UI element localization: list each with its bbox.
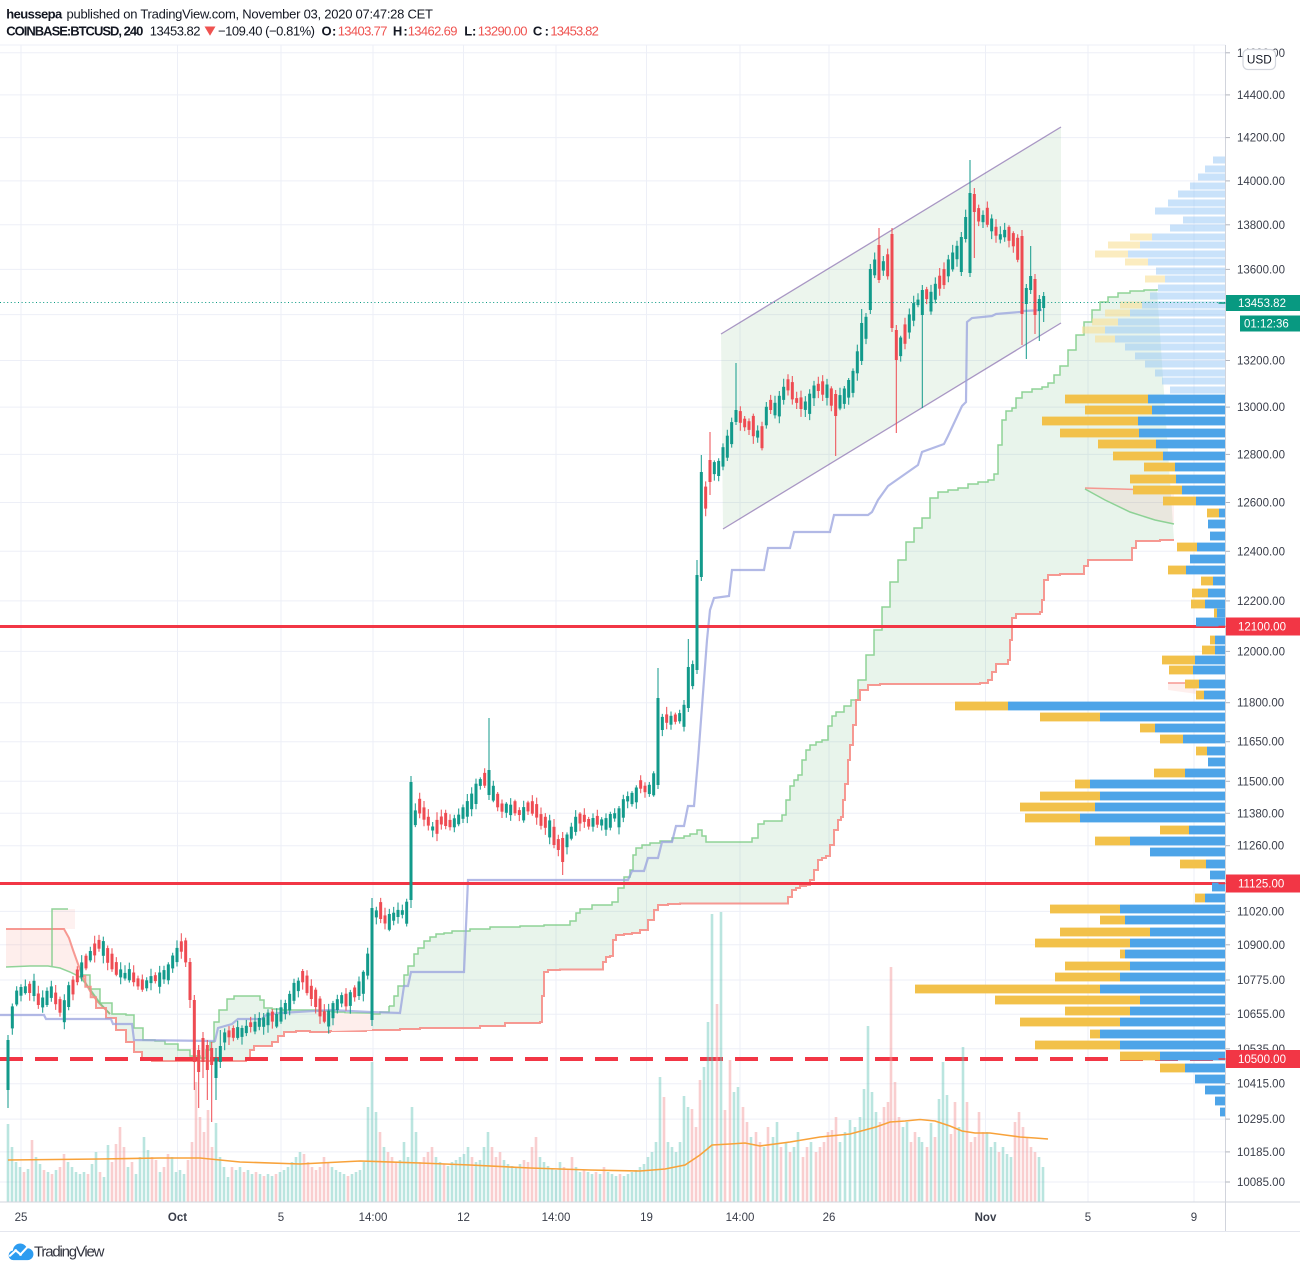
svg-text:5: 5 bbox=[1085, 1212, 1091, 1224]
svg-text:14:00: 14:00 bbox=[542, 1212, 571, 1224]
svg-text:14400.00: 14400.00 bbox=[1237, 90, 1285, 102]
svg-text:12600.00: 12600.00 bbox=[1237, 498, 1285, 510]
svg-text:Nov: Nov bbox=[975, 1212, 997, 1224]
svg-text:14000.00: 14000.00 bbox=[1237, 176, 1285, 188]
svg-text:12100.00: 12100.00 bbox=[1238, 622, 1286, 634]
svg-text:9: 9 bbox=[1191, 1212, 1197, 1224]
svg-text:10085.00: 10085.00 bbox=[1237, 1177, 1285, 1189]
svg-text:10775.00: 10775.00 bbox=[1237, 975, 1285, 987]
svg-text:12200.00: 12200.00 bbox=[1237, 596, 1285, 608]
svg-text:11380.00: 11380.00 bbox=[1237, 808, 1284, 820]
svg-text:10295.00: 10295.00 bbox=[1237, 1114, 1285, 1126]
svg-text:10500.00: 10500.00 bbox=[1238, 1054, 1286, 1066]
svg-text:Oct: Oct bbox=[168, 1212, 187, 1224]
svg-text:13000.00: 13000.00 bbox=[1237, 402, 1285, 414]
svg-text:19: 19 bbox=[640, 1212, 653, 1224]
svg-text:TradingView: TradingView bbox=[34, 1244, 105, 1261]
svg-text:25: 25 bbox=[15, 1212, 28, 1224]
svg-text:10655.00: 10655.00 bbox=[1237, 1009, 1285, 1021]
svg-text:13453.82: 13453.82 bbox=[1238, 298, 1286, 310]
svg-text:13800.00: 13800.00 bbox=[1237, 220, 1285, 232]
svg-text:11020.00: 11020.00 bbox=[1237, 906, 1284, 918]
svg-text:5: 5 bbox=[278, 1212, 284, 1224]
svg-text:11125.00: 11125.00 bbox=[1238, 879, 1284, 891]
svg-text:14200.00: 14200.00 bbox=[1237, 133, 1285, 145]
svg-text:12: 12 bbox=[457, 1212, 470, 1224]
svg-text:USD: USD bbox=[1247, 52, 1272, 66]
svg-text:12400.00: 12400.00 bbox=[1237, 546, 1285, 558]
svg-text:11800.00: 11800.00 bbox=[1237, 698, 1284, 710]
svg-text:10185.00: 10185.00 bbox=[1237, 1147, 1285, 1159]
svg-text:26: 26 bbox=[823, 1212, 836, 1224]
svg-text:11500.00: 11500.00 bbox=[1237, 776, 1284, 788]
svg-text:13600.00: 13600.00 bbox=[1237, 264, 1285, 276]
svg-text:14:00: 14:00 bbox=[359, 1212, 388, 1224]
svg-text:01:12:36: 01:12:36 bbox=[1244, 319, 1289, 331]
svg-text:11650.00: 11650.00 bbox=[1237, 737, 1284, 749]
svg-text:10900.00: 10900.00 bbox=[1237, 940, 1285, 952]
svg-text:13200.00: 13200.00 bbox=[1237, 356, 1285, 368]
svg-text:14:00: 14:00 bbox=[726, 1212, 755, 1224]
svg-text:11260.00: 11260.00 bbox=[1237, 841, 1284, 853]
svg-text:12000.00: 12000.00 bbox=[1237, 646, 1285, 658]
svg-text:10415.00: 10415.00 bbox=[1237, 1079, 1285, 1091]
svg-text:12800.00: 12800.00 bbox=[1237, 449, 1285, 461]
